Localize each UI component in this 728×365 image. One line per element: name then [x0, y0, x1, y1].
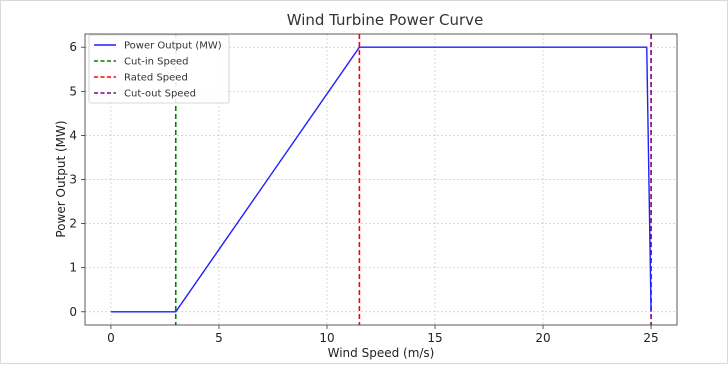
tick-layer: 0 5 10 15 20 25 0 1 2 3 4 5 6: [69, 40, 658, 345]
y-tick-label: 5: [69, 84, 77, 98]
x-tick-label: 10: [319, 331, 334, 345]
y-tick-label: 1: [69, 261, 77, 275]
power-output-line: [110, 46, 652, 313]
legend-entry-label: Power Output (MW): [124, 41, 222, 52]
y-tick-label: 3: [69, 173, 77, 187]
y-tick-label: 0: [69, 305, 77, 319]
x-tick-label: 0: [107, 331, 115, 345]
legend-box: [88, 34, 230, 104]
chart-title: Wind Turbine Power Curve: [287, 11, 484, 29]
x-tick-label: 20: [535, 331, 550, 345]
x-tick-label: 25: [643, 331, 658, 345]
y-tick-label: 2: [69, 217, 77, 231]
legend-entry-label: Cut-in Speed: [124, 57, 189, 68]
x-tick-label: 5: [215, 331, 223, 345]
y-tick-label: 4: [69, 128, 77, 142]
legend: Power Output (MW) Cut-in Speed Rated Speed…: [88, 34, 230, 104]
x-axis-label: Wind Speed (m/s): [328, 346, 435, 360]
legend-entry-label: Cut-out Speed: [124, 89, 196, 100]
y-axis-label: Power Output (MW): [54, 120, 68, 237]
y-tick-label: 6: [69, 40, 77, 54]
legend-entry-label: Rated Speed: [124, 73, 188, 84]
x-tick-label: 15: [427, 331, 442, 345]
